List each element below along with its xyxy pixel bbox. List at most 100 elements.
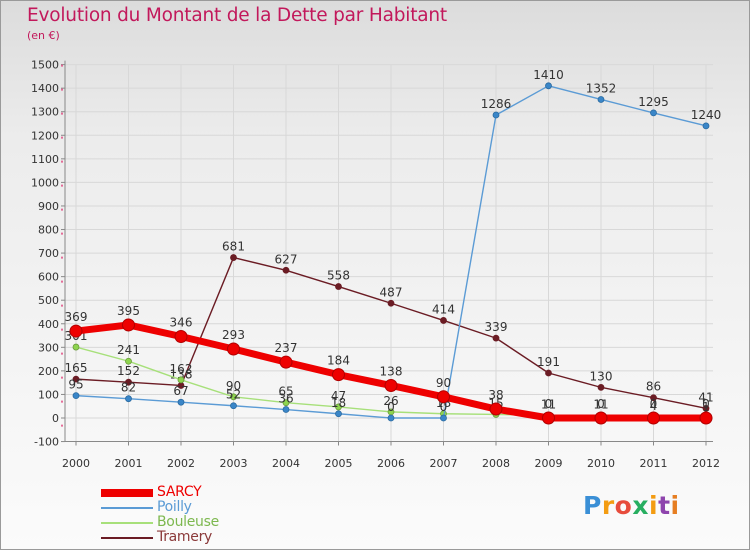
data-label-tramery: 86 — [646, 380, 661, 394]
data-label-sarcy: 90 — [436, 376, 451, 390]
y-tick-label: 0 — [52, 412, 59, 425]
y-tick-label: -100 — [34, 436, 59, 449]
data-point-sarcy — [594, 411, 608, 425]
y-tick-label: 500 — [38, 294, 59, 307]
data-label-poilly: 82 — [121, 381, 136, 395]
data-label-sarcy: 0 — [597, 397, 605, 411]
data-label-sarcy: 0 — [702, 397, 710, 411]
data-point-sarcy — [699, 411, 713, 425]
logo-letter: o — [614, 491, 633, 520]
y-tick-label: 300 — [38, 341, 59, 354]
y-tick-label: 200 — [38, 365, 59, 378]
data-point-tramery — [72, 375, 80, 383]
data-label-sarcy: 0 — [650, 397, 658, 411]
legend-label: SARCY — [157, 484, 202, 500]
data-label-poilly: 1295 — [638, 95, 669, 109]
x-tick-label: 2003 — [220, 457, 248, 470]
data-point-tramery — [492, 334, 500, 342]
data-label-tramery: 130 — [590, 369, 613, 383]
data-label-sarcy: 395 — [117, 304, 140, 318]
data-point-poilly — [335, 410, 342, 418]
logo-letter: i — [649, 491, 659, 520]
data-label-poilly: 18 — [331, 396, 346, 410]
data-point-poilly — [72, 392, 80, 400]
data-label-tramery: 627 — [275, 252, 298, 266]
data-point-tramery — [650, 394, 657, 402]
chart-title: Evolution du Montant de la Dette par Hab… — [27, 5, 447, 26]
data-label-sarcy: 0 — [545, 397, 553, 411]
data-point-bouleuse — [177, 376, 185, 384]
data-point-poilly — [702, 122, 710, 130]
data-label-sarcy: 237 — [275, 341, 298, 355]
data-label-bouleuse: 241 — [117, 343, 140, 357]
data-label-poilly: 1352 — [586, 81, 617, 95]
chart-unit: (en €) — [27, 29, 60, 42]
x-tick-label: 2009 — [535, 457, 563, 470]
x-tick-label: 2012 — [692, 457, 720, 470]
legend-label: Bouleuse — [157, 514, 219, 530]
data-point-tramery — [387, 299, 395, 307]
y-tick-label: 1300 — [31, 106, 59, 119]
data-label-poilly: 52 — [226, 388, 241, 402]
data-label-bouleuse: 26 — [383, 394, 398, 408]
data-label-tramery: 41 — [698, 390, 713, 404]
data-label-bouleuse: 65 — [278, 385, 293, 399]
data-point-sarcy — [279, 355, 293, 369]
data-label-bouleuse: 11 — [541, 397, 556, 411]
data-label-sarcy: 138 — [380, 364, 403, 378]
data-point-tramery — [282, 266, 290, 274]
y-tick-label: 1200 — [31, 129, 59, 142]
data-label-tramery: 681 — [222, 240, 245, 254]
data-point-poilly — [282, 406, 290, 413]
x-tick-label: 2001 — [115, 457, 143, 470]
data-label-sarcy: 369 — [65, 310, 88, 324]
data-point-poilly — [492, 111, 500, 119]
data-point-sarcy — [122, 318, 135, 332]
data-point-bouleuse — [72, 343, 80, 351]
y-tick-label: 800 — [38, 224, 59, 237]
x-tick-label: 2006 — [377, 457, 405, 470]
data-point-poilly — [650, 109, 657, 117]
legend-label: Tramery — [157, 529, 213, 545]
y-tick-label: 400 — [38, 318, 59, 331]
x-tick-label: 2011 — [640, 457, 668, 470]
data-label-poilly: 1286 — [481, 97, 512, 111]
data-point-tramery — [125, 378, 132, 386]
data-point-sarcy — [489, 402, 503, 416]
data-point-poilly — [230, 402, 237, 410]
logo-letter: P — [583, 491, 602, 520]
data-label-poilly: 36 — [278, 392, 293, 406]
legend-item-bouleuse: Bouleuse — [101, 515, 219, 530]
data-label-tramery: 165 — [65, 361, 88, 375]
data-point-poilly — [177, 398, 185, 406]
data-label-sarcy: 293 — [222, 328, 245, 342]
logo-letter: t — [658, 491, 671, 520]
data-point-poilly — [387, 414, 395, 422]
legend-item-tramery: Tramery — [101, 530, 219, 545]
data-point-tramery — [702, 404, 710, 412]
y-tick-label: 600 — [38, 271, 59, 284]
data-point-sarcy — [227, 342, 240, 356]
y-tick-label: 1500 — [31, 59, 59, 72]
data-point-bouleuse — [282, 399, 290, 407]
x-tick-label: 2007 — [430, 457, 458, 470]
x-tick-label: 2004 — [272, 457, 300, 470]
data-point-tramery — [335, 283, 342, 290]
legend-swatch — [101, 521, 153, 524]
x-tick-label: 2002 — [167, 457, 195, 470]
data-label-poilly: 0 — [440, 400, 448, 414]
legend-label: Poilly — [157, 499, 192, 515]
data-point-poilly — [597, 96, 605, 103]
y-tick-label: 1100 — [31, 153, 59, 166]
y-tick-label: 100 — [38, 388, 59, 401]
data-label-tramery: 339 — [485, 320, 508, 334]
data-point-sarcy — [542, 411, 555, 425]
data-label-bouleuse: 162 — [170, 362, 193, 376]
data-point-sarcy — [69, 324, 83, 338]
data-label-sarcy: 184 — [327, 354, 350, 368]
proxiti-logo: Proxiti — [583, 491, 680, 520]
data-label-sarcy: 346 — [170, 315, 193, 329]
data-label-tramery: 152 — [117, 364, 140, 378]
legend-swatch — [101, 536, 153, 539]
